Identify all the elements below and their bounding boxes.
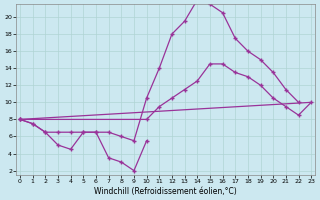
X-axis label: Windchill (Refroidissement éolien,°C): Windchill (Refroidissement éolien,°C): [94, 187, 237, 196]
